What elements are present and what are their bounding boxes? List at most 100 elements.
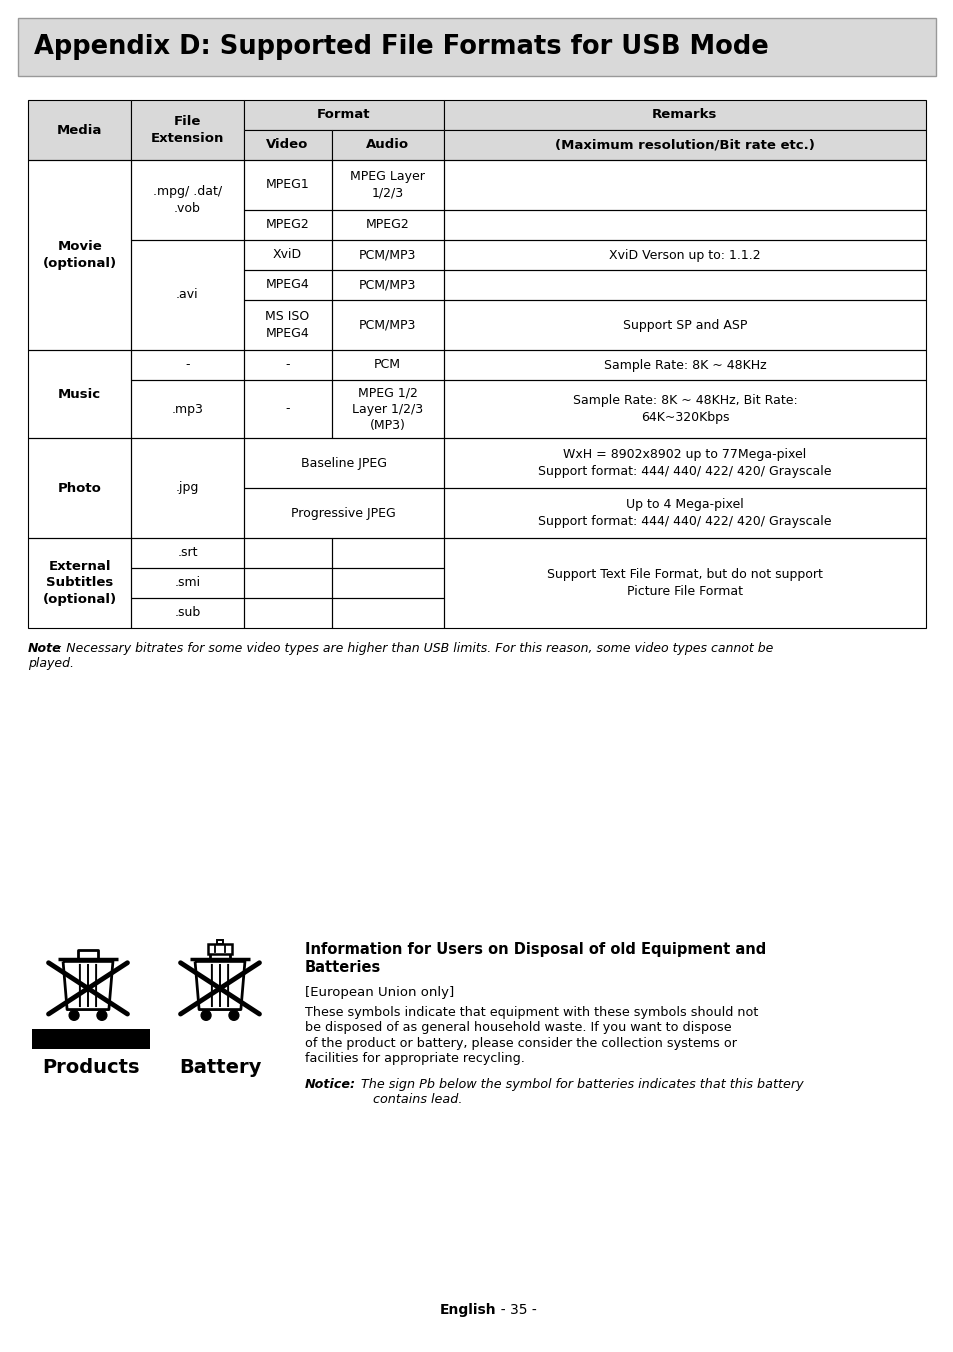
Text: MPEG1: MPEG1 xyxy=(265,178,309,192)
Text: Audio: Audio xyxy=(366,138,409,151)
Text: MS ISO
MPEG4: MS ISO MPEG4 xyxy=(265,310,310,339)
Bar xyxy=(443,380,925,438)
Text: Batteries: Batteries xyxy=(305,960,381,975)
Bar xyxy=(332,160,443,210)
Text: .mpg/ .dat/
.vob: .mpg/ .dat/ .vob xyxy=(152,185,222,215)
Text: English: English xyxy=(439,1303,497,1317)
Bar xyxy=(217,940,222,944)
Text: Sample Rate: 8K ~ 48KHz: Sample Rate: 8K ~ 48KHz xyxy=(603,358,765,372)
Bar xyxy=(332,270,443,300)
Text: Music: Music xyxy=(58,388,101,400)
Text: Format: Format xyxy=(316,108,370,122)
Bar xyxy=(243,100,443,130)
Text: PCM/MP3: PCM/MP3 xyxy=(358,319,416,331)
Bar xyxy=(28,100,132,160)
Circle shape xyxy=(229,1010,238,1021)
Text: Appendix D: Supported File Formats for USB Mode: Appendix D: Supported File Formats for U… xyxy=(34,34,768,59)
Bar xyxy=(243,130,332,160)
Text: Battery: Battery xyxy=(178,1057,261,1076)
Text: of the product or battery, please consider the collection systems or: of the product or battery, please consid… xyxy=(305,1037,737,1049)
Bar xyxy=(243,210,332,241)
Text: PCM: PCM xyxy=(374,358,400,372)
Bar xyxy=(28,350,132,438)
Text: MPEG2: MPEG2 xyxy=(265,219,309,231)
Bar xyxy=(443,210,925,241)
Bar xyxy=(32,1029,150,1049)
Bar xyxy=(443,241,925,270)
Text: Information for Users on Disposal of old Equipment and: Information for Users on Disposal of old… xyxy=(305,942,765,957)
Text: -: - xyxy=(285,403,290,415)
Text: MPEG2: MPEG2 xyxy=(365,219,409,231)
Text: Video: Video xyxy=(266,138,309,151)
Text: Media: Media xyxy=(57,123,102,137)
Text: .avi: .avi xyxy=(176,288,198,301)
Bar xyxy=(332,350,443,380)
Bar xyxy=(443,100,925,130)
Bar xyxy=(132,538,243,568)
Text: Products: Products xyxy=(42,1057,139,1076)
Text: The sign Pb below the symbol for batteries indicates that this battery: The sign Pb below the symbol for batteri… xyxy=(353,1078,802,1091)
Bar xyxy=(243,488,443,538)
Text: be disposed of as general household waste. If you want to dispose: be disposed of as general household wast… xyxy=(305,1021,731,1034)
Bar xyxy=(443,538,925,627)
Bar xyxy=(243,438,443,488)
Text: (Maximum resolution/Bit rate etc.): (Maximum resolution/Bit rate etc.) xyxy=(555,138,814,151)
Text: .smi: .smi xyxy=(174,576,200,589)
Text: Sample Rate: 8K ~ 48KHz, Bit Rate:
64K~320Kbps: Sample Rate: 8K ~ 48KHz, Bit Rate: 64K~3… xyxy=(572,395,797,423)
Bar xyxy=(332,130,443,160)
Text: MPEG4: MPEG4 xyxy=(265,279,309,292)
Bar xyxy=(132,568,243,598)
Bar xyxy=(243,100,443,130)
Bar xyxy=(132,350,243,380)
Text: XviD: XviD xyxy=(273,249,302,261)
Text: Support SP and ASP: Support SP and ASP xyxy=(622,319,746,331)
Bar xyxy=(243,241,332,270)
Bar xyxy=(28,438,132,538)
Text: Remarks: Remarks xyxy=(652,108,717,122)
Text: XviD Verson up to: 1.1.2: XviD Verson up to: 1.1.2 xyxy=(608,249,760,261)
Bar xyxy=(443,160,925,210)
Bar xyxy=(332,568,443,598)
Bar xyxy=(132,100,243,160)
Text: Baseline JPEG: Baseline JPEG xyxy=(300,457,386,469)
Text: - 35 -: - 35 - xyxy=(492,1303,537,1317)
Bar xyxy=(243,130,332,160)
Bar xyxy=(243,598,332,627)
Text: played.: played. xyxy=(28,657,74,671)
Text: .jpg: .jpg xyxy=(175,481,199,495)
Text: PCM/MP3: PCM/MP3 xyxy=(358,249,416,261)
Bar xyxy=(443,350,925,380)
Text: MPEG Layer
1/2/3: MPEG Layer 1/2/3 xyxy=(350,170,425,200)
Bar xyxy=(443,100,925,130)
Bar xyxy=(18,18,935,76)
Text: PCM/MP3: PCM/MP3 xyxy=(358,279,416,292)
Text: Progressive JPEG: Progressive JPEG xyxy=(291,507,395,519)
Text: -: - xyxy=(285,358,290,372)
Bar xyxy=(132,598,243,627)
Bar xyxy=(132,380,243,438)
Bar xyxy=(132,160,243,241)
Bar xyxy=(243,538,332,568)
Bar xyxy=(132,100,243,160)
Bar xyxy=(332,241,443,270)
Circle shape xyxy=(69,1010,79,1021)
Text: contains lead.: contains lead. xyxy=(373,1094,462,1106)
Bar xyxy=(243,380,332,438)
Bar xyxy=(243,160,332,210)
Bar xyxy=(443,130,925,160)
Text: Up to 4 Mega-pixel
Support format: 444/ 440/ 422/ 420/ Grayscale: Up to 4 Mega-pixel Support format: 444/ … xyxy=(537,499,831,527)
Bar xyxy=(443,270,925,300)
Bar xyxy=(332,380,443,438)
Bar xyxy=(332,538,443,568)
Text: facilities for appropriate recycling.: facilities for appropriate recycling. xyxy=(305,1052,524,1065)
Bar xyxy=(28,538,132,627)
Text: Movie
(optional): Movie (optional) xyxy=(43,241,116,270)
Bar xyxy=(332,300,443,350)
Text: Notice:: Notice: xyxy=(305,1078,355,1091)
Bar xyxy=(443,488,925,538)
Bar xyxy=(28,100,132,160)
Text: External
Subtitles
(optional): External Subtitles (optional) xyxy=(43,560,116,606)
Bar xyxy=(332,598,443,627)
Bar xyxy=(132,241,243,350)
Text: Note: Note xyxy=(28,642,62,654)
